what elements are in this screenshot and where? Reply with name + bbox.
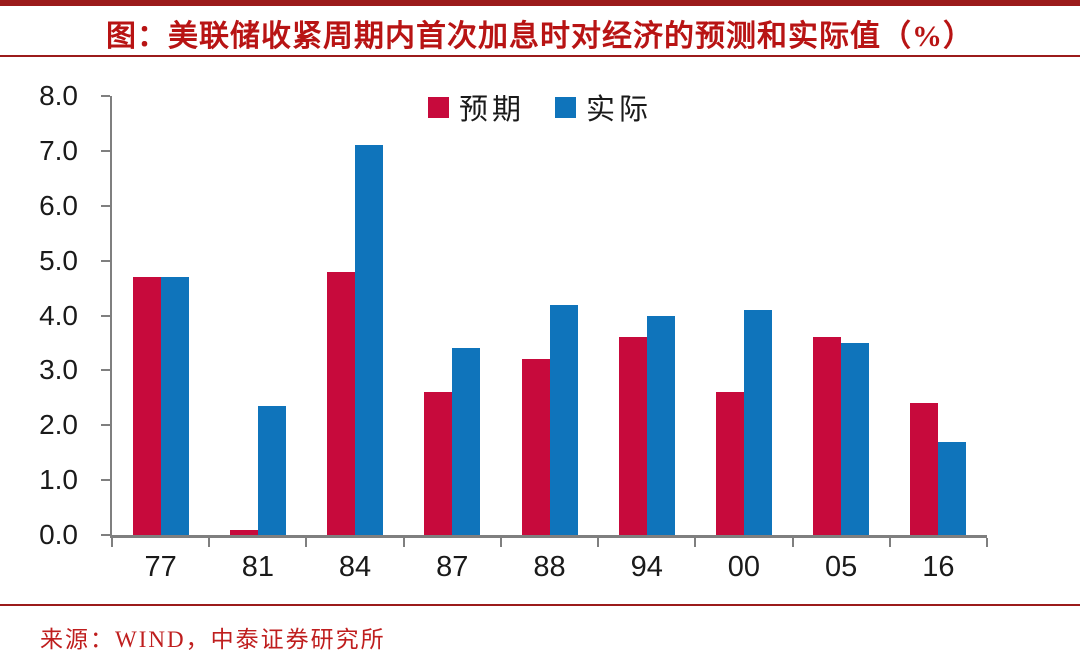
bar-actual [257,406,286,535]
y-axis-label: 1.0 [39,464,78,496]
y-axis-label: 3.0 [39,354,78,386]
x-axis-tick [791,538,794,547]
x-axis-label: 00 [727,551,761,583]
y-axis-tick [101,314,110,317]
top-rule [0,0,1080,6]
y-axis-tick [101,369,110,372]
legend-item-forecast: 预期 [427,86,525,128]
x-axis-label: 81 [241,551,274,583]
y-axis-label: 7.0 [39,134,78,166]
actual-swatch-icon [555,96,576,118]
y-axis-tick [101,204,110,207]
x-axis-tick [694,538,697,547]
forecast-swatch-icon [427,96,449,118]
source-divider [0,604,1080,606]
plot-area: 0.0 1.0 2.0 3.0 4.0 5.0 6.0 7.0 8.0 77 81 84 87 88 94 0… [39,81,988,583]
x-axis-tick [208,538,211,547]
bar-actual [841,342,870,535]
x-axis-label: 84 [338,551,372,583]
bar-chart: 预期 实际 0.0 1.0 2.0 3.0 4.0 5.0 6.0 7.0 8.0 77 81 84 8… [0,60,1080,600]
bar-forecast [521,359,550,535]
x-axis-tick [402,538,405,547]
y-axis-label: 0.0 [39,519,78,550]
x-axis-label: 87 [436,551,469,583]
bar-actual [743,310,772,535]
bar-forecast [715,392,744,535]
title-divider [0,55,1080,57]
y-axis-label: 2.0 [39,409,78,441]
source-text: 来源：WIND，中泰证券研究所 [40,627,386,652]
x-axis-tick [499,538,502,547]
legend: 预期 实际 [0,86,1080,128]
y-axis-tick [101,479,110,482]
x-axis-label: 77 [144,551,177,583]
bar-forecast [327,271,356,535]
bar-actual [646,315,675,535]
x-axis-tick [111,538,113,547]
x-axis-tick [888,538,891,547]
bar-forecast [813,337,842,535]
y-axis-label: 6.0 [39,189,78,221]
y-axis-tick [101,149,110,152]
x-axis-label: 94 [630,551,663,583]
legend-label-forecast: 预期 [458,94,525,126]
bar-actual [355,145,384,535]
bar-actual [160,277,189,535]
x-axis-label: 16 [922,551,955,583]
x-axis-tick [305,538,308,547]
legend-item-actual: 实际 [555,86,652,128]
bar-actual [452,348,481,535]
bar-forecast [424,392,453,535]
y-axis-label: 8.0 [39,80,78,111]
bar-forecast [132,277,161,535]
bar-forecast [618,337,647,535]
y-axis-tick [101,259,110,262]
y-axis-tick [101,95,110,97]
y-axis-label: 5.0 [39,244,78,276]
y-axis-tick [101,534,110,536]
x-axis-tick [986,538,988,547]
bar-actual [549,304,578,535]
y-axis-label: 4.0 [39,299,78,331]
chart-title: 图：美联储收紧周期内首次加息时对经济的预测和实际值（%） [106,20,974,53]
bar-forecast [910,403,939,535]
x-axis-label: 88 [533,551,566,583]
bar-forecast [229,529,258,535]
bar-actual [938,441,967,535]
x-axis-label: 05 [825,551,858,583]
x-axis-tick [597,538,600,547]
y-axis-tick [101,424,110,427]
legend-label-actual: 实际 [586,94,653,126]
